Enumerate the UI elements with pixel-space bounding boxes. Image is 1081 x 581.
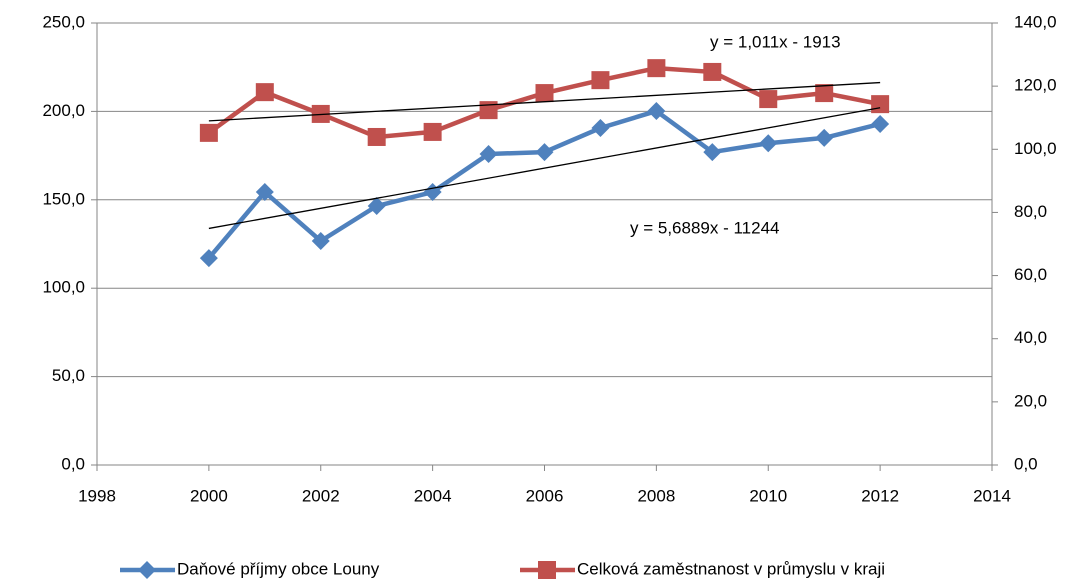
series-marker: [255, 83, 274, 102]
x-tick-label: 2008: [637, 486, 675, 505]
legend-label: Daňové příjmy obce Louny: [177, 559, 380, 578]
trendline: [208, 107, 881, 230]
y-tick-label: 50,0: [52, 366, 85, 385]
series-marker: [199, 123, 218, 142]
y2-tick-label: 0,0: [1014, 454, 1038, 473]
series-marker: [591, 71, 610, 90]
series-marker: [535, 143, 554, 162]
x-tick-label: 2006: [526, 486, 564, 505]
y2-tick-label: 140,0: [1014, 12, 1057, 31]
y2-tick-label: 60,0: [1014, 265, 1047, 284]
y-tick-label: 100,0: [42, 278, 85, 297]
x-tick-label: 2002: [302, 486, 340, 505]
x-tick-label: 2000: [190, 486, 228, 505]
x-tick-label: 2012: [861, 486, 899, 505]
y-tick-label: 0,0: [61, 454, 85, 473]
series-marker: [367, 196, 386, 215]
legend-label: Celková zaměstnanost v průmyslu v kraji: [577, 559, 885, 578]
x-tick-label: 1998: [78, 486, 116, 505]
series-marker: [759, 90, 778, 109]
series-marker: [815, 128, 834, 147]
y-tick-label: 250,0: [42, 12, 85, 31]
y2-tick-label: 120,0: [1014, 76, 1057, 95]
legend-marker: [138, 561, 156, 579]
y2-tick-label: 80,0: [1014, 202, 1047, 221]
y-tick-label: 200,0: [42, 101, 85, 120]
series-marker: [255, 183, 274, 202]
series-marker: [647, 59, 666, 78]
trendline-label: y = 5,6889x - 11244: [630, 218, 780, 237]
series-marker: [703, 143, 722, 162]
series-marker: [199, 249, 218, 268]
x-tick-label: 2014: [973, 486, 1011, 505]
series-marker: [535, 84, 554, 103]
series-marker: [479, 145, 498, 164]
series-marker: [423, 122, 442, 141]
series-marker: [703, 62, 722, 81]
series-marker: [591, 119, 610, 138]
x-tick-label: 2010: [749, 486, 787, 505]
series-marker: [647, 102, 666, 121]
series-marker: [311, 231, 330, 250]
series-marker: [815, 84, 834, 103]
series-marker: [871, 95, 890, 114]
series-marker: [871, 114, 890, 133]
x-tick-label: 2004: [414, 486, 452, 505]
series-marker: [367, 127, 386, 146]
y-tick-label: 150,0: [42, 189, 85, 208]
series-marker: [759, 134, 778, 153]
y2-tick-label: 100,0: [1014, 139, 1057, 158]
trendline-label: y = 1,011x - 1913: [710, 32, 841, 51]
series-marker: [479, 101, 498, 120]
trendline: [208, 81, 881, 122]
series-line: [207, 65, 881, 140]
y2-tick-label: 20,0: [1014, 391, 1047, 410]
legend-marker: [538, 561, 556, 579]
y2-tick-label: 40,0: [1014, 328, 1047, 347]
